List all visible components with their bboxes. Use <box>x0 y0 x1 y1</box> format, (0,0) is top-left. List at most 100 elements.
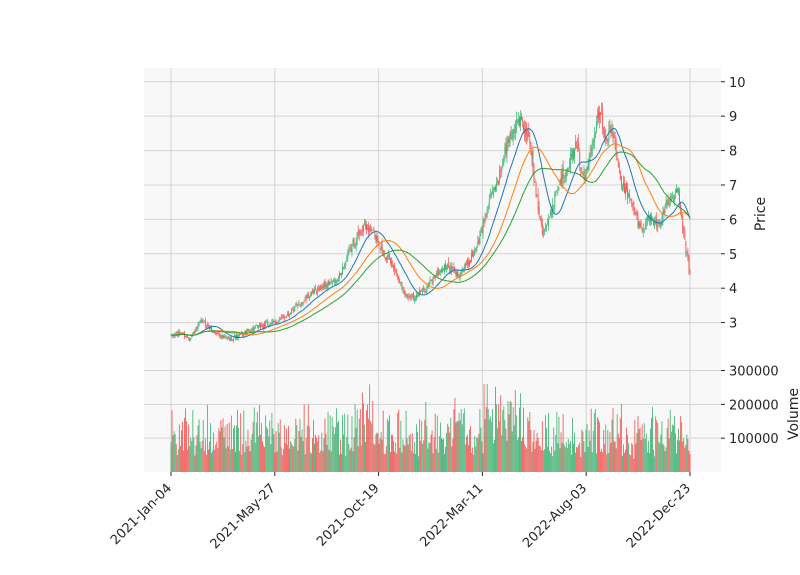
volume-bar <box>649 452 650 472</box>
volume-bar <box>234 425 235 472</box>
volume-bar <box>246 446 248 472</box>
candle-body <box>448 261 450 268</box>
candle-body <box>588 158 590 169</box>
candle-body <box>627 188 629 199</box>
volume-bar <box>325 433 327 472</box>
volume-bar <box>549 450 551 472</box>
volume-bar <box>430 434 432 472</box>
candle-body <box>301 303 303 305</box>
candle-body <box>471 252 472 262</box>
volume-bar <box>676 453 677 472</box>
candle-body <box>547 224 548 225</box>
volume-bar <box>296 425 298 472</box>
volume-bar <box>463 408 465 472</box>
volume-bar <box>299 418 301 472</box>
candle-body <box>493 193 494 195</box>
volume-bar <box>419 419 420 472</box>
volume-bar <box>465 436 467 472</box>
candle-body <box>257 325 259 328</box>
candle-body <box>417 295 418 297</box>
candle-body <box>299 305 301 306</box>
volume-bar <box>571 454 572 472</box>
volume-bar <box>331 417 333 472</box>
candle-body <box>447 263 449 269</box>
volume-bar <box>355 427 357 472</box>
price-tick-label: 7 <box>729 179 737 194</box>
candle-body <box>320 285 322 290</box>
candle-body <box>395 271 397 273</box>
volume-bar <box>317 441 319 472</box>
candle-body <box>307 294 309 299</box>
candle-body <box>519 117 520 125</box>
volume-bar <box>633 458 635 472</box>
candle-body <box>394 265 396 271</box>
volume-bar <box>618 437 620 472</box>
candle-body <box>523 124 525 131</box>
price-panel-background <box>144 68 721 357</box>
candle-body <box>665 201 667 208</box>
candle-body <box>236 335 237 339</box>
volume-bar <box>357 446 359 472</box>
volume-bar <box>241 454 243 472</box>
volume-bar <box>280 447 282 472</box>
volume-bar <box>574 432 575 472</box>
price-tick-label: 8 <box>729 145 737 160</box>
volume-bar <box>306 425 308 472</box>
candle-body <box>538 206 540 215</box>
volume-bar <box>294 439 296 472</box>
volume-bar <box>227 446 229 472</box>
volume-bar <box>567 439 569 472</box>
volume-bar <box>653 449 655 472</box>
candle-body <box>390 258 391 262</box>
candle-body <box>212 330 214 331</box>
volume-bar <box>320 450 322 472</box>
candle-body <box>206 324 208 327</box>
volume-bar <box>176 455 178 472</box>
candle-body <box>594 132 596 138</box>
candle-body <box>667 199 669 206</box>
volume-bar <box>455 422 457 472</box>
candle-body <box>336 280 338 281</box>
volume-bar <box>517 437 519 472</box>
volume-bars <box>170 383 691 472</box>
volume-bar <box>184 417 185 472</box>
volume-bar <box>416 424 417 472</box>
candle-body <box>557 185 559 190</box>
candle-body <box>309 295 311 297</box>
price-tick-label: 5 <box>729 248 737 263</box>
volume-bar <box>354 404 356 472</box>
candle-body <box>487 206 489 209</box>
volume-bar <box>522 437 523 472</box>
volume-bar <box>468 444 469 472</box>
volume-bar <box>360 445 362 472</box>
volume-bar <box>476 437 478 472</box>
candle-body <box>276 322 278 324</box>
candle-body <box>256 326 258 327</box>
candle-body <box>631 200 633 205</box>
volume-bar <box>601 448 603 472</box>
volume-bar <box>353 437 355 472</box>
volume-bar <box>375 434 377 472</box>
candle-body <box>297 304 299 306</box>
candle-body <box>484 217 486 222</box>
volume-bar <box>464 444 466 472</box>
candle-body <box>246 329 248 334</box>
volume-bar <box>253 407 255 472</box>
volume-bar <box>385 446 387 472</box>
volume-bar <box>238 427 240 472</box>
volume-bar <box>562 413 564 472</box>
volume-bar <box>548 413 549 472</box>
candle-body <box>364 222 365 223</box>
candle-body <box>430 280 432 282</box>
volume-bar <box>654 456 656 472</box>
candle-body <box>231 340 233 342</box>
date-tick-label: 2022-Mar-11 <box>417 481 486 550</box>
volume-bar <box>613 440 615 472</box>
volume-bar <box>607 430 609 472</box>
candle-body <box>456 271 458 278</box>
volume-bar <box>379 438 381 472</box>
candle-body <box>558 188 560 190</box>
volume-bar <box>467 434 468 472</box>
volume-bar <box>283 425 285 472</box>
candle-body <box>663 210 665 214</box>
